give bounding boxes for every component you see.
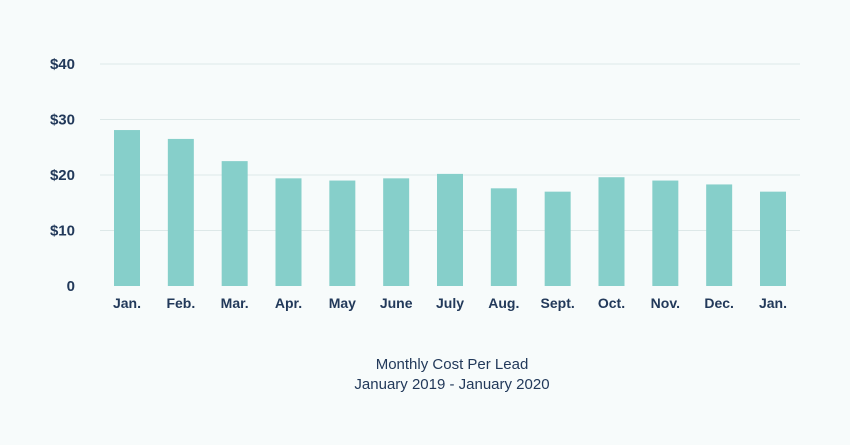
x-category-label: Oct.: [598, 295, 625, 311]
bar: [598, 177, 625, 286]
y-tick-label: $20: [50, 167, 75, 184]
bar: [760, 191, 786, 286]
bar: [221, 161, 248, 286]
y-tick-label: $10: [50, 223, 75, 240]
bar: [652, 180, 679, 286]
bar: [329, 180, 356, 286]
x-category-label: Apr.: [275, 295, 302, 311]
x-category-label: June: [380, 295, 413, 311]
x-category-label: Nov.: [651, 295, 680, 311]
x-category-label: Jan.: [759, 295, 787, 311]
x-category-label: May: [329, 295, 356, 311]
x-category-label: Jan.: [113, 295, 141, 311]
bar: [167, 138, 194, 286]
x-category-label: July: [436, 295, 464, 311]
x-category-label: Feb.: [166, 295, 195, 311]
y-axis-tick-labels: 0 $10 $20 $30 $40: [50, 56, 75, 295]
chart-subtitle: January 2019 - January 2020: [354, 376, 549, 393]
x-category-label: Aug.: [488, 295, 519, 311]
bar: [490, 188, 517, 286]
y-tick-label: $40: [50, 56, 75, 73]
y-tick-label: $30: [50, 112, 75, 129]
x-category-label: Dec.: [704, 295, 734, 311]
chart-title: Monthly Cost Per Lead: [376, 356, 529, 373]
bar: [437, 173, 463, 286]
bar: [383, 178, 410, 286]
bar: [706, 184, 733, 286]
bar: [114, 130, 140, 286]
bar: [544, 191, 571, 286]
bar: [275, 178, 302, 286]
bars: [114, 130, 786, 286]
y-tick-label: 0: [67, 278, 75, 295]
x-axis-category-labels: Jan. Feb. Mar. Apr. May June July Aug. Sept. Oct.…: [113, 295, 787, 311]
x-category-label: Sept.: [541, 295, 575, 311]
x-category-label: Mar.: [221, 295, 249, 311]
